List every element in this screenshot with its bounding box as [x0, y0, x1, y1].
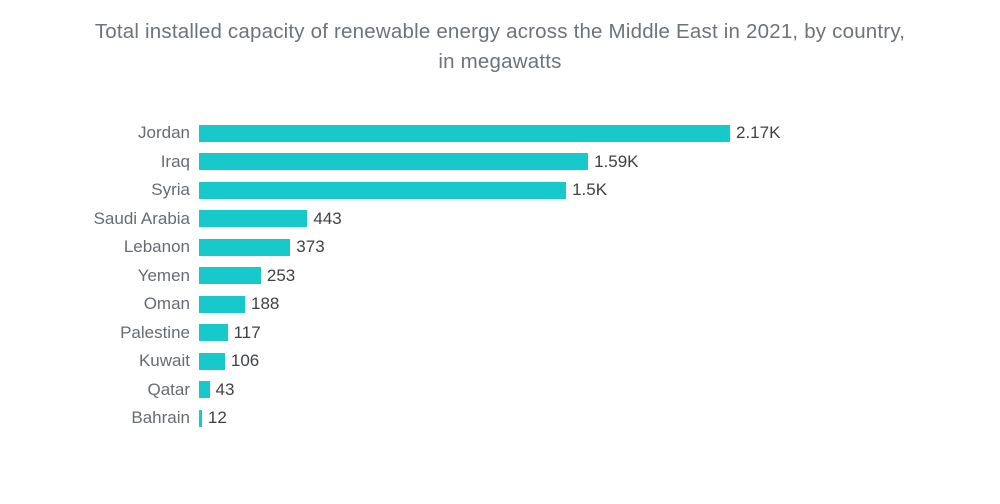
value-label: 1.5K: [572, 180, 608, 200]
bar-row: Lebanon 373: [0, 233, 1000, 262]
value-label: 106: [230, 351, 260, 371]
bar-row: Iraq 1.59K: [0, 148, 1000, 177]
bar-rows: Jordan 2.17K Iraq 1.59K Syria 1.5K Saudi Arabi…: [0, 119, 1000, 433]
bar: [199, 124, 730, 142]
category-label: Bahrain: [131, 408, 190, 428]
value-label: 253: [266, 265, 296, 285]
category-label: Oman: [143, 294, 190, 314]
value-label: 373: [296, 237, 325, 257]
bar-row: Oman 188: [0, 290, 1000, 319]
bar: [199, 153, 589, 171]
value-label: 1.59K: [594, 151, 639, 171]
bar-row: Kuwait 106: [0, 347, 1000, 376]
category-label: Yemen: [137, 265, 190, 285]
bar-row: Bahrain 12: [0, 404, 1000, 433]
value-label: 188: [251, 294, 280, 314]
bar-row: Saudi Arabia 443: [0, 205, 1000, 234]
category-label: Saudi Arabia: [93, 208, 190, 228]
category-label: Syria: [151, 180, 190, 200]
category-label: Qatar: [147, 379, 190, 399]
bar: [199, 381, 210, 399]
category-label: Lebanon: [123, 237, 190, 257]
chart-title: Total installed capacity of renewable en…: [94, 20, 906, 73]
bar: [199, 295, 245, 313]
bar: [199, 267, 261, 285]
value-label: 2.17K: [736, 123, 781, 143]
value-label: 117: [233, 322, 261, 342]
bar: [199, 324, 228, 342]
value-label: 43: [215, 379, 235, 399]
bar: [199, 210, 308, 228]
bar-row: Yemen 253: [0, 262, 1000, 291]
bar: [199, 409, 202, 427]
bar: [199, 352, 225, 370]
bar: [199, 238, 291, 256]
bar-row: Qatar 43: [0, 376, 1000, 405]
bar: [199, 181, 567, 199]
category-label: Jordan: [138, 123, 190, 143]
bar-row: Jordan 2.17K: [0, 119, 1000, 148]
category-label: Palestine: [120, 322, 190, 342]
category-label: Kuwait: [138, 351, 190, 371]
bar-row: Syria 1.5K: [0, 176, 1000, 205]
category-label: Iraq: [160, 151, 190, 171]
value-label: 12: [207, 408, 227, 428]
value-label: 443: [313, 208, 342, 228]
bar-row: Palestine 117: [0, 319, 1000, 348]
